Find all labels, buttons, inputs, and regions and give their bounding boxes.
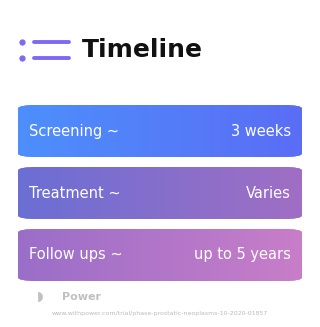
Text: www.withpower.com/trial/phase-prostatic-neoplasms-10-2020-01857: www.withpower.com/trial/phase-prostatic-… — [52, 312, 268, 317]
Text: Follow ups ~: Follow ups ~ — [29, 248, 123, 263]
Text: 3 weeks: 3 weeks — [230, 124, 291, 139]
Text: Treatment ~: Treatment ~ — [29, 185, 121, 200]
FancyBboxPatch shape — [18, 229, 302, 281]
FancyBboxPatch shape — [18, 167, 302, 219]
Text: ◗: ◗ — [37, 290, 43, 303]
Text: up to 5 years: up to 5 years — [194, 248, 291, 263]
FancyBboxPatch shape — [18, 105, 302, 157]
Text: Timeline: Timeline — [82, 38, 203, 62]
Text: Screening ~: Screening ~ — [29, 124, 119, 139]
Text: Varies: Varies — [246, 185, 291, 200]
Text: Power: Power — [62, 292, 101, 302]
